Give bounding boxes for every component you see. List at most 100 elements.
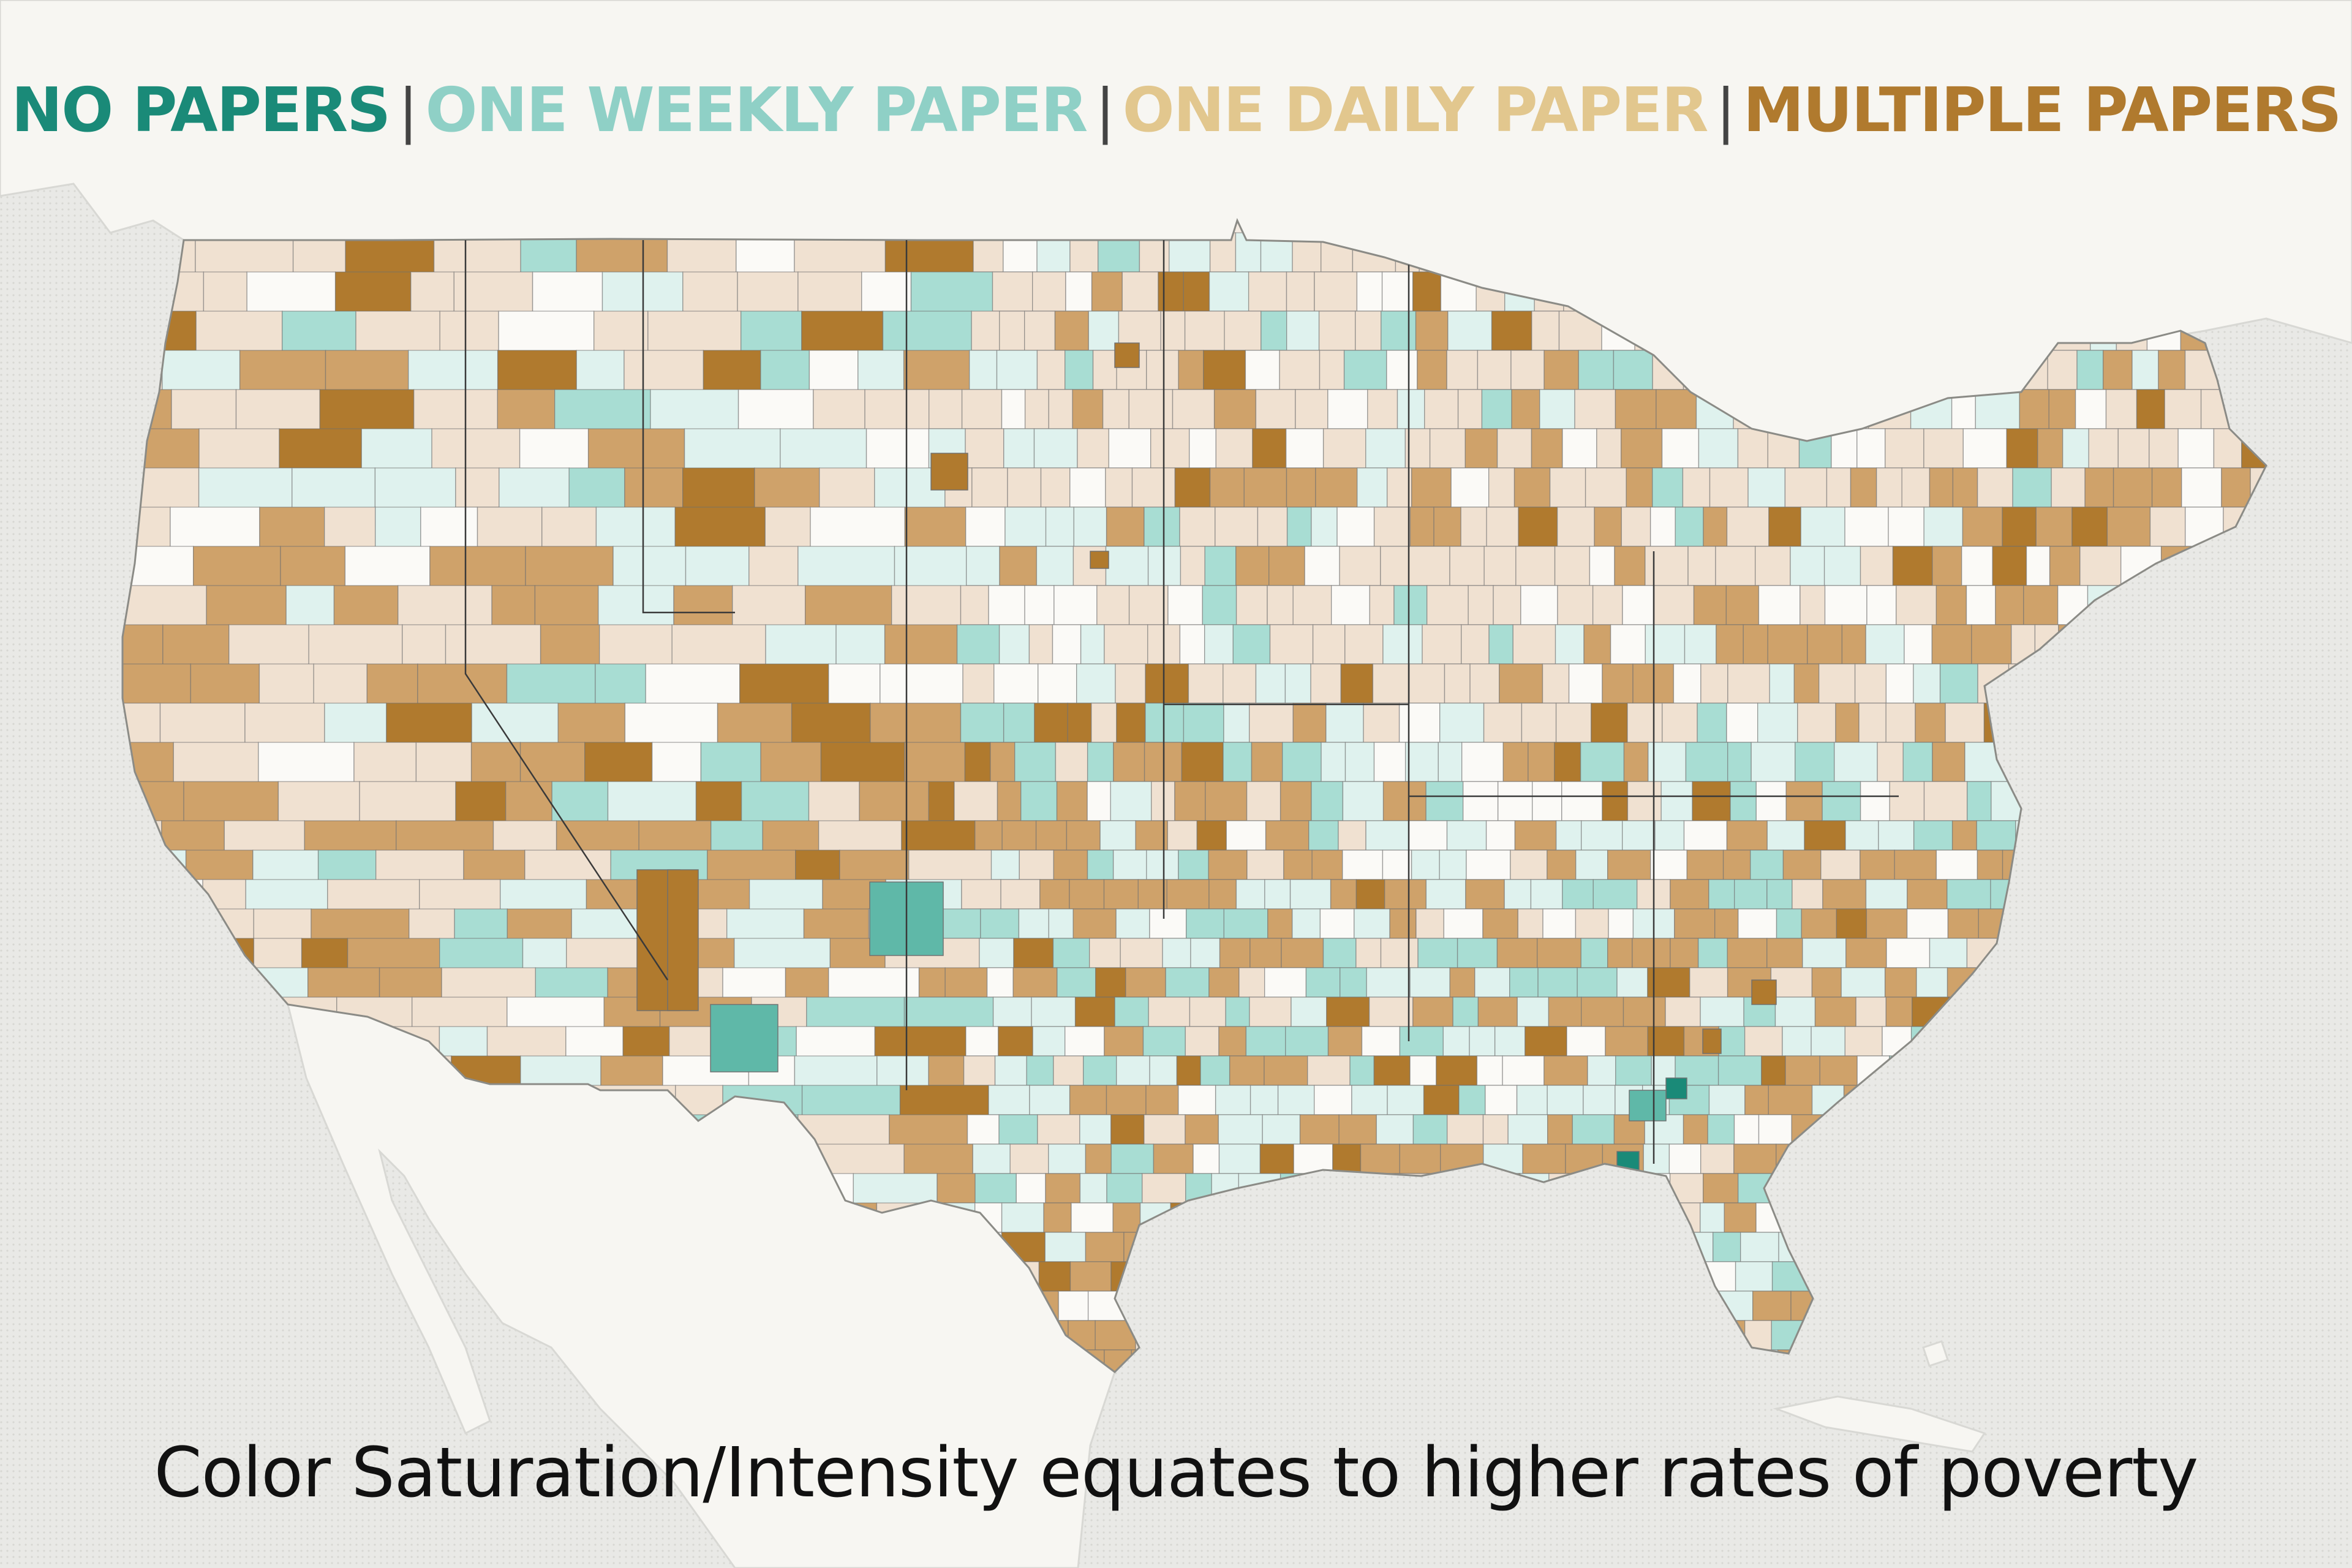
county	[1223, 663, 1257, 704]
county	[1714, 908, 1739, 939]
county	[1120, 938, 1163, 968]
county	[2071, 507, 2108, 547]
county	[1845, 820, 1879, 851]
county	[1683, 820, 1728, 851]
county	[1202, 585, 1237, 625]
county	[1189, 997, 1226, 1027]
county	[1703, 507, 1728, 547]
county	[1208, 967, 1240, 998]
county	[994, 1055, 1027, 1086]
county	[431, 428, 521, 473]
county	[734, 938, 831, 972]
county	[1338, 1114, 1377, 1145]
county	[1580, 820, 1623, 851]
county	[1452, 997, 1479, 1027]
county	[1357, 467, 1388, 508]
county	[1509, 967, 1539, 998]
county	[1411, 467, 1452, 508]
county	[1585, 467, 1627, 508]
county	[1510, 350, 1545, 390]
county	[1091, 703, 1117, 743]
county	[1014, 742, 1057, 782]
county	[1215, 1085, 1251, 1115]
county	[1733, 1144, 1777, 1174]
county	[1336, 507, 1375, 547]
county	[1528, 742, 1555, 782]
county	[937, 1173, 976, 1204]
county	[1409, 663, 1446, 704]
county	[1269, 624, 1314, 665]
county	[1340, 663, 1374, 704]
county	[1245, 350, 1280, 390]
county	[1080, 624, 1105, 665]
county	[1019, 850, 1055, 880]
county	[1224, 311, 1262, 351]
county	[1811, 967, 1842, 998]
county	[1417, 350, 1447, 390]
county	[1387, 1085, 1425, 1115]
county	[1104, 624, 1148, 665]
county	[1223, 742, 1253, 782]
county	[1724, 1202, 1757, 1233]
county	[1349, 1055, 1375, 1086]
county	[1547, 1114, 1573, 1145]
county	[1491, 311, 1532, 351]
county	[1841, 967, 1886, 998]
county	[1099, 820, 1136, 851]
county	[1750, 850, 1784, 880]
county	[1514, 820, 1557, 851]
county	[1322, 938, 1357, 968]
county	[801, 1085, 901, 1119]
county	[1293, 1144, 1333, 1174]
county	[1115, 908, 1150, 939]
county	[1971, 624, 2012, 665]
county	[1128, 585, 1169, 625]
county	[1593, 879, 1638, 910]
county	[941, 908, 981, 939]
county	[1196, 820, 1227, 851]
county	[1112, 1202, 1141, 1233]
county	[1088, 938, 1121, 968]
county	[1442, 1026, 1470, 1057]
county	[1902, 742, 1933, 782]
county	[1966, 585, 1996, 625]
county	[1180, 546, 1205, 586]
county	[1554, 546, 1591, 586]
county	[1547, 850, 1577, 880]
cuba-island	[1773, 1395, 1986, 1453]
county	[1801, 908, 1838, 939]
county-high-poverty	[1090, 551, 1109, 569]
county	[1482, 908, 1518, 939]
county	[1178, 350, 1204, 390]
county	[1071, 1202, 1114, 1233]
county	[1065, 271, 1093, 312]
county	[1518, 507, 1558, 547]
county	[1036, 546, 1074, 586]
county	[1436, 1055, 1478, 1086]
county	[1548, 997, 1582, 1027]
county	[1408, 546, 1450, 586]
legend-item-no-papers: NO PAPERS	[11, 74, 391, 146]
county	[624, 350, 704, 392]
county	[1716, 624, 1744, 665]
county	[1365, 820, 1409, 851]
county	[1511, 389, 1540, 429]
county	[1355, 879, 1385, 910]
county	[988, 1085, 1030, 1115]
county	[1076, 663, 1116, 704]
county	[1510, 850, 1548, 880]
county	[1223, 703, 1250, 743]
county	[1557, 585, 1594, 625]
county	[903, 1144, 973, 1177]
county	[1215, 428, 1253, 469]
county	[1513, 467, 1551, 508]
county	[1248, 271, 1287, 312]
county	[1747, 467, 1786, 508]
county	[965, 546, 1000, 586]
county	[1146, 350, 1179, 390]
county	[1367, 389, 1398, 429]
county	[1966, 781, 1992, 821]
county	[2019, 389, 2049, 429]
county	[1183, 271, 1210, 312]
county	[1292, 908, 1321, 939]
